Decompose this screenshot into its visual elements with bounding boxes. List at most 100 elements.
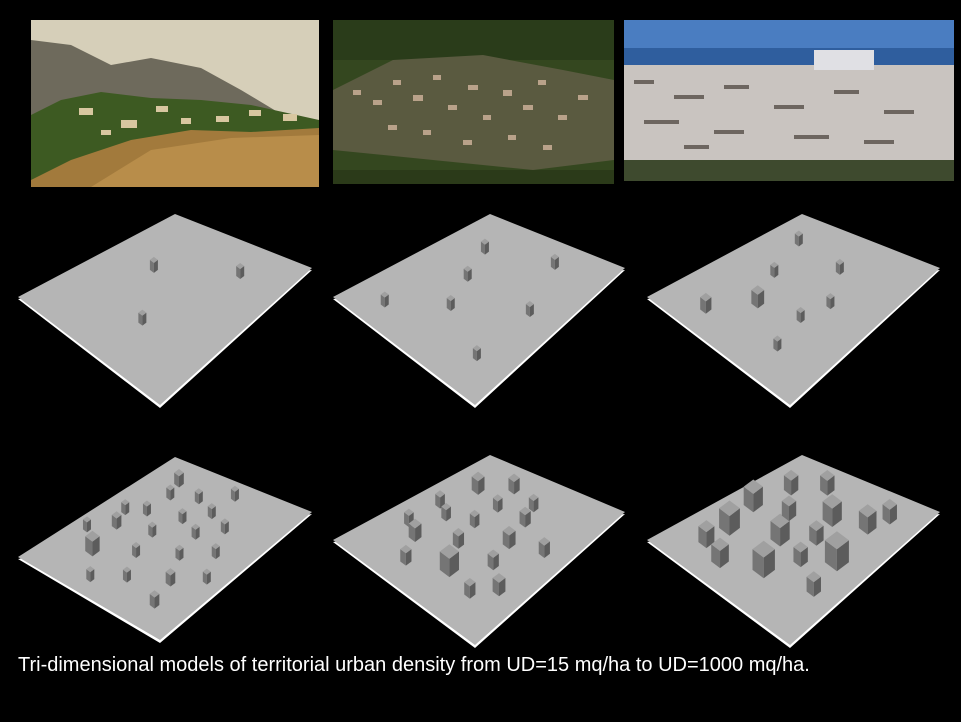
building-block: [165, 568, 176, 587]
block-left-face: [446, 298, 451, 312]
block-right-face: [800, 546, 808, 568]
block-top-face: [770, 261, 779, 268]
block-right-face: [836, 540, 849, 572]
block-right-face: [215, 546, 220, 560]
block-left-face: [783, 475, 792, 496]
block-top-face: [525, 300, 534, 307]
block-top-face: [178, 508, 187, 515]
block-top-face: [138, 309, 147, 316]
block-left-face: [806, 576, 814, 597]
block-top-face: [380, 291, 389, 298]
building-block: [202, 568, 211, 585]
block-right-face: [126, 569, 131, 583]
block-right-face: [499, 577, 506, 597]
block-left-face: [793, 546, 801, 568]
block-top-face: [773, 335, 782, 342]
block-right-face: [827, 475, 835, 496]
block-right-face: [816, 525, 824, 546]
block-left-face: [743, 486, 754, 513]
block-left-face: [149, 259, 154, 273]
block-top-face: [487, 549, 499, 558]
block-left-face: [770, 264, 775, 278]
block-top-face: [783, 469, 799, 481]
block-top-face: [464, 577, 476, 587]
building-block: [166, 484, 175, 501]
building-block: [86, 566, 95, 583]
block-right-face: [791, 475, 799, 496]
block-left-face: [122, 569, 127, 583]
block-left-face: [824, 540, 837, 572]
building-block: [446, 295, 455, 312]
building-block: [806, 571, 821, 597]
block-left-face: [149, 593, 155, 609]
block-left-face: [435, 493, 441, 509]
block-right-face: [867, 510, 877, 535]
ground-plane: [18, 214, 312, 405]
block-right-face: [170, 571, 176, 587]
building-block: [492, 573, 506, 597]
block-top-face: [149, 590, 160, 598]
block-left-face: [794, 233, 799, 247]
building-block: [472, 345, 481, 362]
block-top-face: [882, 498, 897, 510]
model-density-6: [647, 455, 940, 648]
block-left-face: [230, 488, 235, 502]
building-block: [538, 537, 550, 558]
block-right-face: [757, 289, 765, 309]
block-right-face: [153, 259, 158, 273]
block-right-face: [729, 508, 740, 536]
building-block: [826, 293, 835, 310]
block-right-face: [554, 256, 559, 270]
block-top-face: [236, 262, 245, 269]
block-right-face: [774, 264, 779, 278]
block-right-face: [206, 571, 211, 585]
block-right-face: [211, 506, 216, 520]
block-top-face: [174, 469, 184, 477]
block-left-face: [752, 549, 764, 579]
building-block: [207, 503, 216, 520]
building-block: [822, 494, 842, 527]
building-block: [820, 470, 835, 496]
building-block: [142, 500, 151, 517]
block-right-face: [86, 519, 91, 533]
building-block: [149, 590, 160, 609]
building-block: [441, 502, 451, 522]
block-left-face: [820, 475, 828, 496]
block-top-face: [752, 540, 775, 558]
block-top-face: [824, 531, 849, 550]
village-in-forest-photo: [333, 20, 614, 184]
block-top-face: [508, 473, 520, 483]
building-block: [149, 256, 158, 273]
block-left-face: [404, 512, 409, 528]
block-top-face: [408, 518, 422, 529]
block-right-face: [92, 536, 100, 557]
block-right-face: [889, 504, 897, 525]
block-right-face: [450, 298, 455, 312]
building-block: [700, 292, 712, 314]
block-left-face: [166, 487, 171, 501]
block-left-face: [191, 526, 196, 540]
block-top-face: [202, 568, 211, 575]
building-block: [380, 291, 389, 308]
building-block: [191, 523, 200, 540]
block-top-face: [502, 525, 516, 536]
building-block: [835, 258, 844, 275]
block-left-face: [700, 297, 706, 314]
block-left-face: [439, 551, 450, 578]
block-right-face: [240, 265, 245, 279]
block-right-face: [195, 526, 200, 540]
building-block: [230, 485, 239, 502]
block-top-face: [794, 230, 803, 237]
ground-plane: [18, 457, 312, 640]
building-block: [121, 499, 130, 516]
building-block: [752, 540, 775, 579]
block-top-face: [439, 544, 459, 559]
building-block: [550, 253, 559, 270]
building-block: [138, 309, 147, 326]
block-top-face: [82, 516, 91, 523]
block-top-face: [111, 511, 122, 519]
block-top-face: [835, 258, 844, 265]
block-top-face: [519, 506, 531, 516]
building-block: [773, 335, 782, 352]
